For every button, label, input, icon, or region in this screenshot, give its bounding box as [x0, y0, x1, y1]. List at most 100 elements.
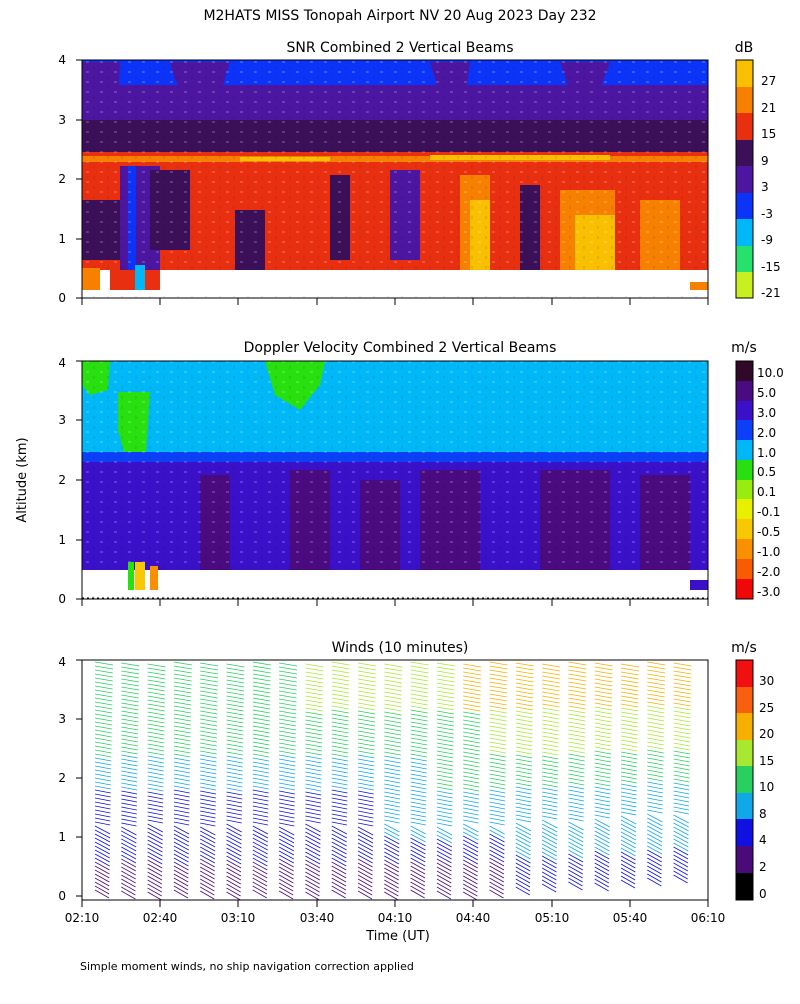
wind-barb [279, 714, 297, 719]
wind-barb [542, 803, 558, 808]
wind-barb [647, 769, 664, 774]
wind-barb [541, 867, 557, 877]
wind-barb [357, 806, 374, 811]
wind-barb [594, 866, 610, 876]
wind-barb [121, 670, 140, 675]
wind-barb [147, 771, 164, 776]
wind-barb [673, 714, 691, 719]
wind-barb [489, 725, 507, 730]
wind-barb [200, 726, 218, 731]
wind-barb [410, 717, 428, 722]
wind-barb [94, 753, 112, 758]
wind-barb [620, 735, 638, 740]
wind-barb [226, 815, 242, 820]
wind-barb [94, 889, 110, 899]
wind-barb [357, 666, 376, 671]
wind-barb [515, 838, 531, 848]
wind-barb [94, 733, 112, 738]
wind-barb [305, 775, 322, 780]
wind-barb [121, 806, 137, 811]
wind-barb [331, 789, 348, 794]
wind-barb [200, 674, 219, 679]
wind-barb [252, 857, 268, 867]
wind-barb [647, 861, 662, 871]
wind-barb [647, 721, 665, 726]
wind-barb [147, 863, 163, 873]
wind-barb [647, 809, 663, 814]
wind-barb [173, 693, 192, 698]
wind-barb [200, 766, 217, 771]
wind-barb [331, 821, 348, 826]
wind-barb [436, 866, 452, 876]
wind-barb [305, 831, 321, 841]
wind-barb [436, 742, 454, 747]
wind-barb [279, 766, 296, 771]
wind-barb [489, 681, 508, 686]
wind-barb [568, 853, 584, 863]
wind-barb [226, 691, 245, 696]
wind-barb [173, 753, 191, 758]
wind-barb [200, 686, 218, 691]
wind-barb [410, 881, 425, 891]
wind-barb [357, 866, 373, 876]
svg-text:1: 1 [58, 533, 66, 547]
wind-barb [331, 873, 347, 883]
wind-barb [541, 827, 558, 837]
wind-barb [463, 843, 479, 853]
wind-barb [463, 775, 480, 780]
wind-barb [463, 867, 478, 877]
wind-barb [594, 854, 610, 864]
wind-barb [121, 738, 139, 743]
wind-barb [568, 669, 587, 674]
wind-barb [489, 837, 505, 847]
doppler-colorbar-9 [736, 539, 753, 559]
wind-barb [147, 871, 163, 881]
wind-barb [542, 675, 560, 680]
wind-barb [305, 807, 321, 812]
wind-barb [252, 701, 271, 706]
wind-barb [673, 750, 691, 755]
wind-barb [568, 865, 583, 875]
svg-text:0: 0 [58, 291, 66, 305]
doppler-colorbar-label-4: 1.0 [757, 446, 776, 460]
wind-barb [147, 875, 163, 885]
wind-barb [620, 803, 637, 808]
wind-barb [357, 702, 376, 707]
wind-barb [331, 865, 347, 875]
wind-barb [463, 755, 480, 760]
wind-barb [489, 821, 505, 826]
wind-barb [121, 818, 137, 823]
wind-barb [542, 727, 559, 732]
wind-barb [173, 829, 190, 839]
wind-barb [673, 710, 691, 715]
wind-barb [200, 774, 217, 779]
wind-barb [515, 790, 532, 795]
wind-barb [357, 794, 374, 799]
wind-barb [121, 838, 137, 848]
wind-barb [252, 781, 269, 786]
wind-barb [357, 774, 375, 779]
wind-barb [94, 869, 110, 879]
wind-barb [515, 802, 532, 807]
wind-barb [94, 725, 112, 730]
wind-barb [384, 855, 400, 865]
wind-barb [647, 697, 665, 702]
wind-barb [357, 802, 374, 807]
wind-barb [410, 705, 428, 710]
wind-barb [620, 827, 637, 837]
wind-barb [94, 821, 111, 826]
wind-barb [568, 857, 584, 867]
wind-barb [121, 674, 140, 679]
wind-barb [305, 887, 320, 897]
wind-barb [463, 807, 479, 812]
wind-barb [542, 779, 559, 784]
snr-colorbar-label-5: -3 [761, 207, 773, 221]
winds-panel: Winds (10 minutes) m/s 0 1 2 3 4 02:10 0… [58, 640, 774, 944]
wind-barb [147, 663, 166, 668]
wind-barb [226, 883, 241, 893]
wind-barb [436, 722, 454, 727]
wind-barb [94, 817, 111, 822]
wind-barb [489, 853, 505, 863]
wind-barb [542, 663, 561, 668]
wind-barb [489, 761, 506, 766]
